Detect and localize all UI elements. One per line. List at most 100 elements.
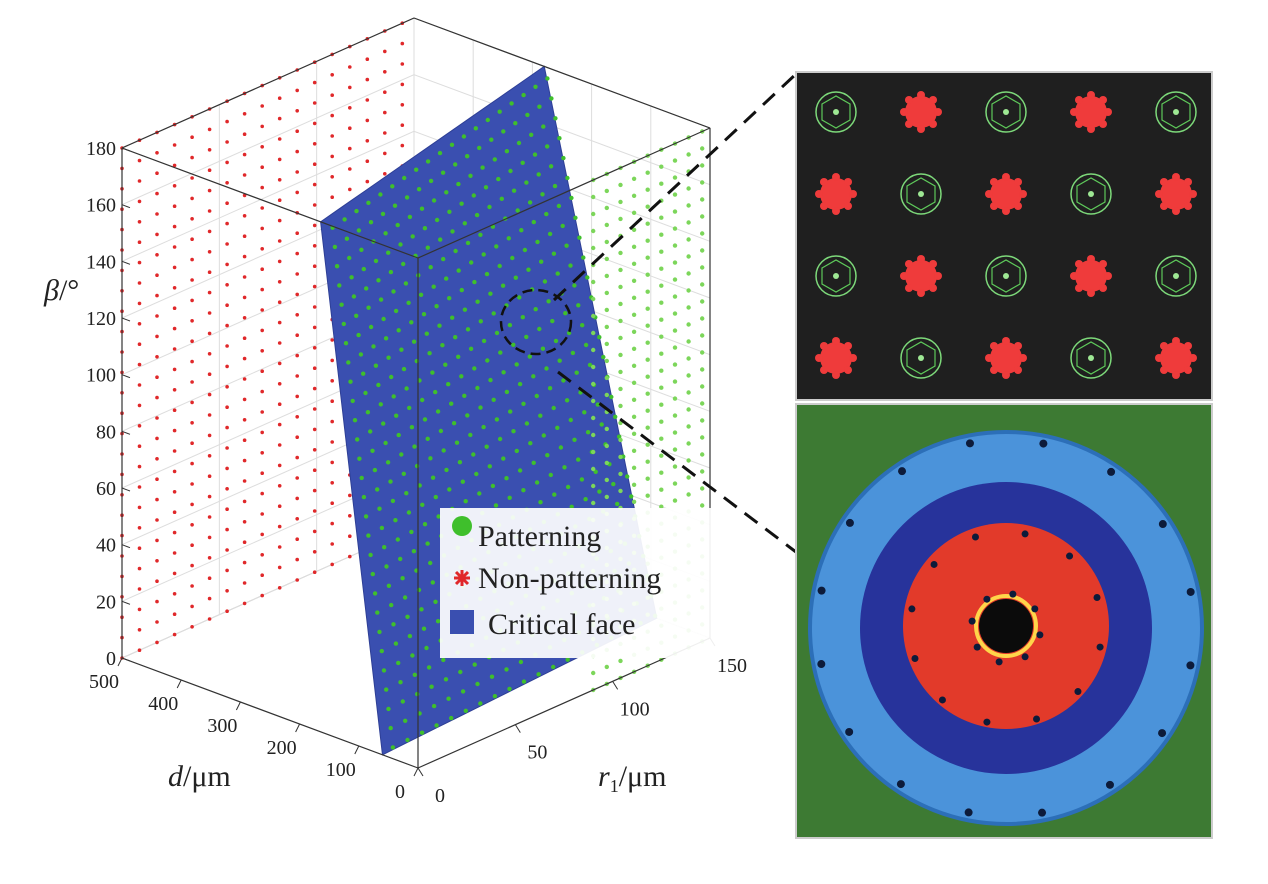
patterning-point bbox=[509, 101, 514, 106]
non-patterning-cell-lobe bbox=[989, 366, 998, 375]
x-tick-label: 400 bbox=[148, 693, 178, 715]
patterning-point bbox=[449, 715, 454, 721]
patterning-point bbox=[395, 222, 400, 228]
patterning-point bbox=[672, 311, 678, 316]
patterning-cell-center bbox=[1173, 109, 1179, 115]
non-patterning-point bbox=[155, 355, 159, 359]
patterning-point bbox=[398, 242, 403, 247]
non-patterning-point bbox=[225, 221, 229, 226]
patterning-point bbox=[659, 266, 664, 271]
non-patterning-cell-lobe bbox=[815, 354, 823, 362]
non-patterning-point bbox=[190, 359, 194, 364]
patterning-cell-hexagon bbox=[906, 341, 936, 375]
non-patterning-point bbox=[383, 172, 387, 176]
z-tick-label: 160 bbox=[86, 195, 116, 217]
patterning-point bbox=[672, 192, 678, 197]
non-patterning-point bbox=[190, 298, 194, 303]
patterning-point bbox=[533, 307, 538, 312]
patterning-point bbox=[551, 664, 556, 670]
patterning-point bbox=[631, 380, 637, 385]
patterning-point bbox=[492, 157, 497, 162]
patterning-point bbox=[686, 390, 691, 395]
non-patterning-point bbox=[172, 388, 177, 392]
patterning-point bbox=[618, 437, 623, 443]
non-patterning-point bbox=[295, 149, 300, 154]
patterning-point bbox=[631, 193, 637, 198]
non-patterning-point bbox=[155, 191, 159, 196]
non-patterning-point bbox=[190, 523, 194, 527]
patterning-point bbox=[377, 629, 382, 635]
patterning-point bbox=[494, 244, 499, 249]
patterning-point bbox=[565, 175, 570, 181]
non-patterning-cell-lobe bbox=[929, 284, 938, 293]
non-patterning-cell bbox=[820, 342, 852, 374]
non-patterning-point bbox=[330, 521, 335, 526]
non-patterning-point bbox=[137, 179, 142, 183]
patterning-point bbox=[501, 456, 506, 461]
z-tick bbox=[121, 600, 131, 605]
non-patterning-point bbox=[172, 530, 177, 535]
simulation-marker bbox=[1021, 653, 1029, 661]
patterning-point bbox=[645, 357, 650, 362]
non-patterning-point bbox=[330, 113, 335, 118]
non-patterning-cell-lobe bbox=[1074, 95, 1083, 104]
non-patterning-point bbox=[312, 203, 317, 207]
patterning-point bbox=[430, 580, 435, 585]
patterning-point bbox=[400, 576, 405, 581]
non-patterning-point bbox=[207, 454, 212, 458]
patterning-point bbox=[591, 415, 596, 421]
patterning-point bbox=[645, 170, 650, 175]
non-patterning-cell bbox=[1160, 178, 1192, 210]
non-patterning-point bbox=[225, 323, 229, 328]
non-patterning-point bbox=[277, 586, 282, 590]
non-patterning-point bbox=[155, 477, 159, 482]
non-patterning-point bbox=[330, 542, 335, 546]
patterning-point bbox=[422, 226, 428, 231]
patterning-point bbox=[438, 428, 444, 434]
patterning-point bbox=[347, 255, 352, 261]
patterning-point bbox=[511, 429, 516, 434]
z-tick bbox=[121, 487, 131, 492]
patterning-point bbox=[494, 417, 500, 422]
patterning-point bbox=[618, 301, 623, 307]
non-patterning-point bbox=[312, 509, 317, 513]
patterning-point bbox=[373, 258, 379, 264]
non-patterning-point bbox=[348, 167, 352, 171]
non-patterning-cell-lobe bbox=[1184, 202, 1193, 211]
patterning-point bbox=[363, 390, 368, 396]
non-patterning-point bbox=[312, 101, 317, 105]
non-patterning-cell-lobe bbox=[917, 289, 925, 297]
non-patterning-point bbox=[207, 596, 212, 601]
patterning-point bbox=[604, 443, 609, 449]
patterning-point bbox=[591, 279, 596, 285]
non-patterning-point bbox=[225, 568, 229, 573]
patterning-point bbox=[524, 334, 529, 340]
patterning-point bbox=[700, 350, 705, 355]
patterning-point bbox=[379, 525, 385, 531]
patterning-point bbox=[392, 203, 398, 208]
patterning-point bbox=[425, 159, 431, 164]
patterning-point bbox=[453, 335, 458, 340]
patterning-point bbox=[659, 317, 664, 322]
non-patterning-point bbox=[277, 402, 282, 407]
patterning-point bbox=[604, 188, 609, 194]
patterning-point bbox=[463, 499, 468, 504]
patterning-point bbox=[659, 453, 664, 458]
non-patterning-point bbox=[277, 341, 282, 345]
patterning-point bbox=[473, 126, 478, 131]
patterning-point bbox=[428, 560, 433, 566]
non-patterning-point bbox=[295, 109, 300, 113]
z-tick bbox=[121, 260, 131, 265]
patterning-point bbox=[580, 323, 585, 328]
non-patterning-point bbox=[312, 529, 317, 534]
patterning-point bbox=[615, 501, 620, 507]
patterning-point bbox=[672, 498, 678, 503]
patterning-point bbox=[359, 247, 364, 252]
non-patterning-cell-lobe bbox=[1184, 341, 1193, 350]
patterning-point bbox=[391, 394, 396, 399]
non-patterning-cell-lobe bbox=[1074, 120, 1083, 129]
non-patterning-point bbox=[242, 112, 247, 116]
patterning-point bbox=[625, 474, 630, 479]
patterning-point bbox=[631, 448, 637, 453]
non-patterning-cell-lobe bbox=[1099, 120, 1108, 129]
